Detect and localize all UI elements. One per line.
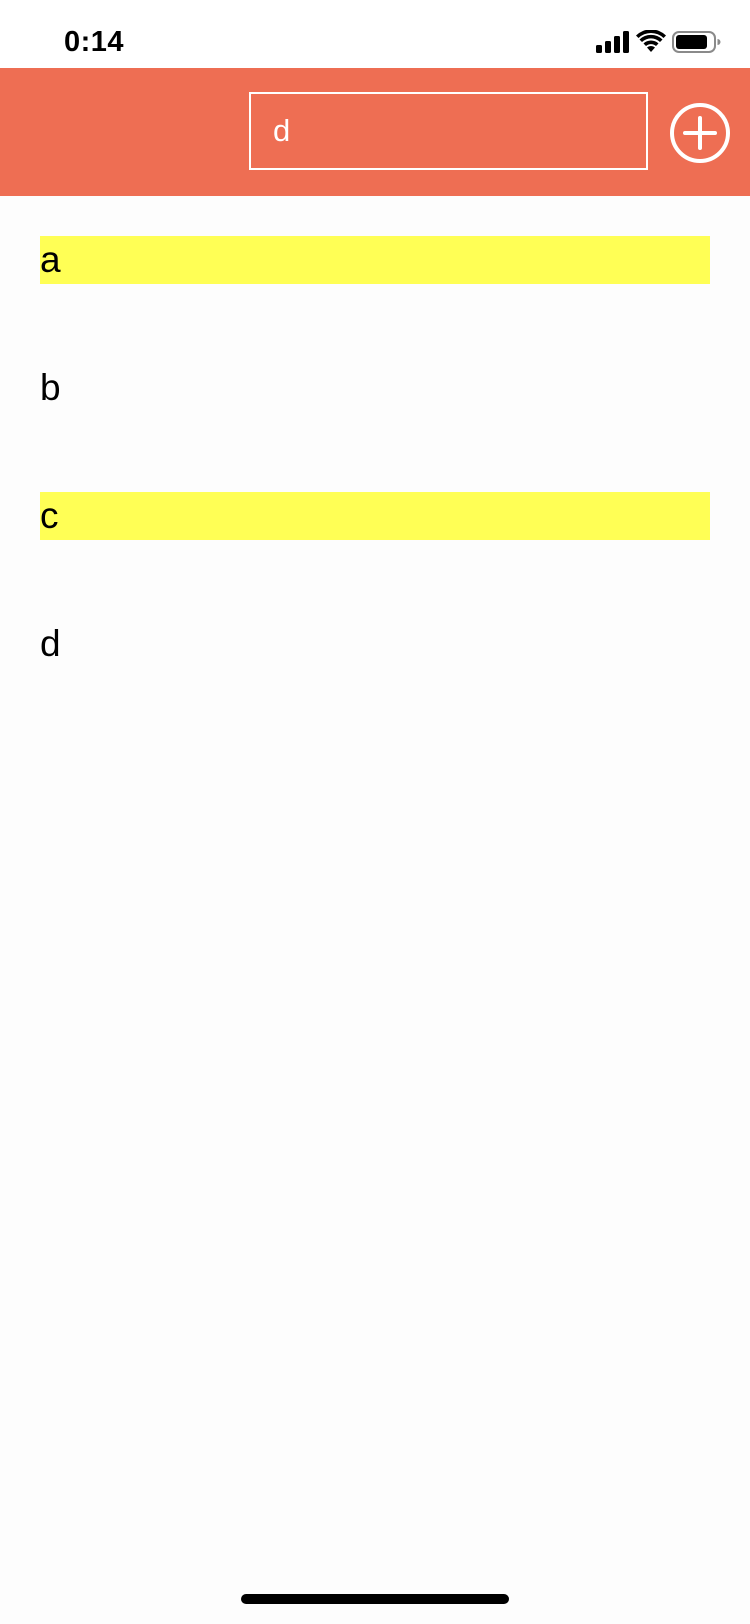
list-item[interactable]: c [40,492,710,540]
battery-icon [672,31,721,53]
cellular-signal-icon [596,31,629,53]
status-bar: 0:14 [0,0,750,68]
wifi-icon [636,30,666,52]
list-item[interactable]: d [40,620,710,668]
status-time: 0:14 [64,26,125,58]
list-item-label: b [40,367,61,408]
list-item-label: a [40,239,61,280]
app-header [0,68,750,196]
plus-circle-icon [670,103,730,163]
add-button[interactable] [669,102,731,164]
list-item-label: d [40,623,61,664]
search-input[interactable] [251,94,646,168]
list-item-label: c [40,495,59,536]
search-box [249,92,648,170]
home-indicator [241,1594,509,1604]
list-item[interactable]: a [40,236,710,284]
list-item[interactable]: b [40,364,710,412]
